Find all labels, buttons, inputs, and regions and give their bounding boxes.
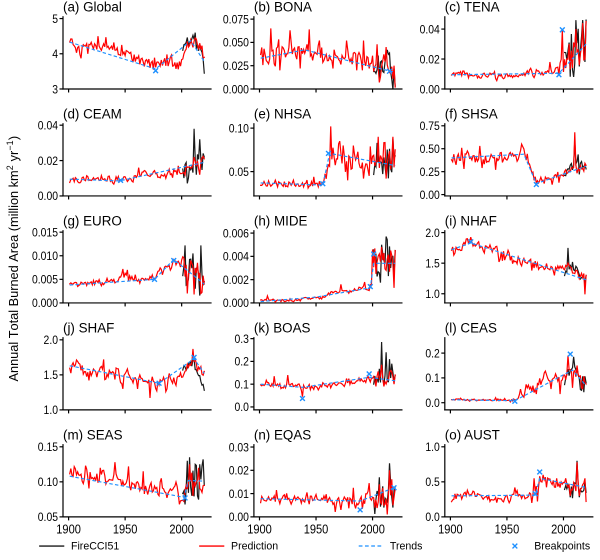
svg-text:0.002: 0.002: [223, 273, 249, 287]
svg-text:2000: 2000: [169, 521, 194, 536]
svg-text:0.00: 0.00: [38, 189, 59, 203]
svg-text:0.5: 0.5: [425, 475, 440, 489]
svg-text:(l) CEAS: (l) CEAS: [445, 321, 497, 336]
svg-text:(g) EURO: (g) EURO: [63, 214, 122, 229]
svg-text:0.01: 0.01: [229, 487, 249, 501]
svg-text:(n) EQAS: (n) EQAS: [254, 427, 311, 442]
svg-text:0.005: 0.005: [32, 273, 58, 287]
svg-text:(k) BOAS: (k) BOAS: [254, 321, 311, 336]
svg-text:1.0: 1.0: [425, 440, 440, 454]
svg-text:(a) Global: (a) Global: [63, 0, 122, 15]
svg-text:1900: 1900: [56, 521, 81, 536]
svg-text:(c) TENA: (c) TENA: [445, 0, 500, 15]
svg-text:0.075: 0.075: [223, 12, 249, 26]
svg-text:4: 4: [52, 47, 58, 61]
svg-text:0.50: 0.50: [420, 142, 441, 156]
svg-text:0.00: 0.00: [420, 188, 441, 202]
svg-text:1.0: 1.0: [425, 287, 440, 301]
svg-text:0.02: 0.02: [38, 154, 58, 168]
svg-text:2.0: 2.0: [425, 226, 440, 240]
svg-text:0.0: 0.0: [234, 400, 249, 414]
svg-text:(j) SHAF: (j) SHAF: [63, 321, 114, 336]
svg-text:0.02: 0.02: [420, 52, 440, 66]
svg-text:0.03: 0.03: [229, 440, 250, 454]
svg-text:(m) SEAS: (m) SEAS: [63, 427, 123, 442]
svg-text:0.02: 0.02: [229, 464, 249, 478]
svg-text:(f) SHSA: (f) SHSA: [445, 107, 498, 122]
svg-text:0.10: 0.10: [229, 121, 250, 135]
svg-text:(e) NHSA: (e) NHSA: [254, 107, 311, 122]
svg-text:0.000: 0.000: [223, 296, 249, 310]
svg-text:1950: 1950: [495, 521, 520, 536]
svg-text:0.04: 0.04: [38, 118, 59, 132]
svg-text:2000: 2000: [360, 521, 385, 536]
svg-text:2.0: 2.0: [44, 333, 59, 347]
svg-text:0.00: 0.00: [229, 510, 250, 524]
svg-text:(b) BONA: (b) BONA: [254, 0, 312, 15]
svg-text:0.00: 0.00: [420, 82, 441, 96]
svg-text:5: 5: [52, 12, 58, 26]
svg-text:(d) CEAM: (d) CEAM: [63, 107, 122, 122]
svg-text:0.15: 0.15: [38, 440, 59, 454]
svg-text:0.050: 0.050: [223, 36, 249, 50]
svg-text:0.010: 0.010: [32, 249, 58, 263]
svg-text:(i) NHAF: (i) NHAF: [445, 214, 497, 229]
svg-text:1950: 1950: [304, 521, 329, 536]
svg-text:0.3: 0.3: [234, 332, 249, 346]
svg-text:3: 3: [52, 82, 58, 96]
svg-text:0.1: 0.1: [234, 377, 248, 391]
svg-text:0.0: 0.0: [425, 396, 440, 410]
svg-text:0.000: 0.000: [32, 296, 58, 310]
svg-text:0.025: 0.025: [223, 59, 249, 73]
svg-text:0.2: 0.2: [425, 346, 439, 360]
svg-text:0.75: 0.75: [420, 119, 441, 133]
svg-text:Trends: Trends: [390, 541, 423, 553]
svg-text:0.25: 0.25: [420, 165, 441, 179]
svg-text:2000: 2000: [551, 521, 576, 536]
svg-text:Breakpoints: Breakpoints: [534, 541, 590, 553]
svg-text:1.5: 1.5: [44, 368, 59, 382]
svg-text:A n n u a: A n n u a l T o t a l B u r n e d A r e …: [0, 132, 22, 382]
svg-text:0.0: 0.0: [425, 510, 440, 524]
svg-text:0.1: 0.1: [425, 371, 439, 385]
svg-text:0.04: 0.04: [420, 22, 441, 36]
svg-text:0.015: 0.015: [32, 225, 58, 239]
svg-text:0.2: 0.2: [234, 355, 248, 369]
svg-text:0.004: 0.004: [223, 250, 249, 264]
svg-text:1.5: 1.5: [425, 256, 440, 270]
svg-text:0.006: 0.006: [223, 226, 249, 240]
svg-text:0.10: 0.10: [38, 475, 59, 489]
svg-text:1950: 1950: [113, 521, 138, 536]
svg-text:Prediction: Prediction: [231, 541, 278, 553]
svg-text:(o) AUST: (o) AUST: [445, 427, 500, 442]
svg-text:1.0: 1.0: [44, 403, 59, 417]
svg-text:0.000: 0.000: [223, 82, 249, 96]
svg-text:0.05: 0.05: [38, 510, 59, 524]
svg-text:1900: 1900: [438, 521, 463, 536]
svg-text:(h) MIDE: (h) MIDE: [254, 214, 308, 229]
svg-text:FireCCI51: FireCCI51: [71, 541, 119, 553]
svg-text:0.05: 0.05: [229, 165, 250, 179]
svg-text:1900: 1900: [247, 521, 272, 536]
